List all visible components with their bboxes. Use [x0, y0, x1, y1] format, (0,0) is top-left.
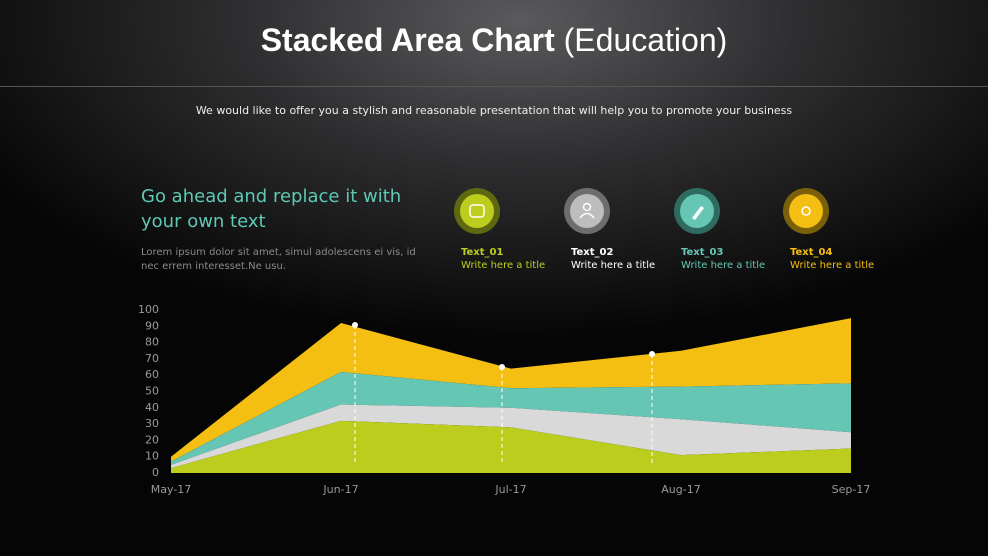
legend-name: Text_02: [571, 247, 614, 258]
y-tick-label: 70: [145, 352, 159, 365]
area: [171, 404, 851, 469]
legend-name: Text_01: [461, 247, 504, 258]
subtitle: We would like to offer you a stylish and…: [195, 104, 793, 117]
legend-subtitle: Write here a title: [571, 260, 656, 271]
legend-subtitle: Write here a title: [681, 260, 766, 271]
heading: Go ahead and replace it with your own te…: [141, 186, 402, 232]
y-tick-label: 40: [145, 401, 159, 414]
legend-item: Text_03 Write here a title: [681, 246, 765, 272]
legend-item: Text_04 Write here a title: [790, 246, 874, 272]
x-tick-label: May-17: [151, 483, 192, 496]
area: [171, 318, 851, 462]
y-tick-label: 0: [152, 466, 159, 479]
title: Stacked Area Chart (Education): [0, 22, 988, 59]
y-tick-label: 10: [145, 450, 159, 463]
x-tick-label: Aug-17: [661, 483, 700, 496]
y-tick-label: 80: [145, 336, 159, 349]
y-tick-label: 20: [145, 433, 159, 446]
area: [171, 371, 851, 465]
legend-name: Text_04: [790, 247, 833, 258]
x-tick-label: Jul-17: [494, 483, 526, 496]
area: [171, 420, 851, 473]
callouts: [354, 325, 653, 465]
legend-name: Text_03: [681, 247, 724, 258]
y-tick-label: 50: [145, 385, 159, 398]
title-paren: (Education): [563, 22, 728, 58]
y-tick-label: 30: [145, 417, 159, 430]
y-tick-label: 60: [145, 368, 159, 381]
legend-item: Text_02 Write here a title: [571, 246, 655, 272]
y-tick-label: 100: [138, 303, 159, 316]
callout-dots: [352, 322, 655, 370]
title-main: Stacked Area Chart: [260, 22, 555, 58]
legend-subtitle: Write here a title: [790, 260, 875, 271]
x-tick-label: Jun-17: [322, 483, 358, 496]
body-text: Lorem ipsum dolor sit amet, simul adoles…: [141, 247, 416, 272]
x-tick-label: Sep-17: [832, 483, 871, 496]
legend-subtitle: Write here a title: [461, 260, 546, 271]
separator: [0, 86, 988, 87]
legend-item: Text_01 Write here a title: [461, 246, 545, 272]
icons: [454, 188, 829, 234]
y-tick-label: 90: [145, 319, 159, 332]
